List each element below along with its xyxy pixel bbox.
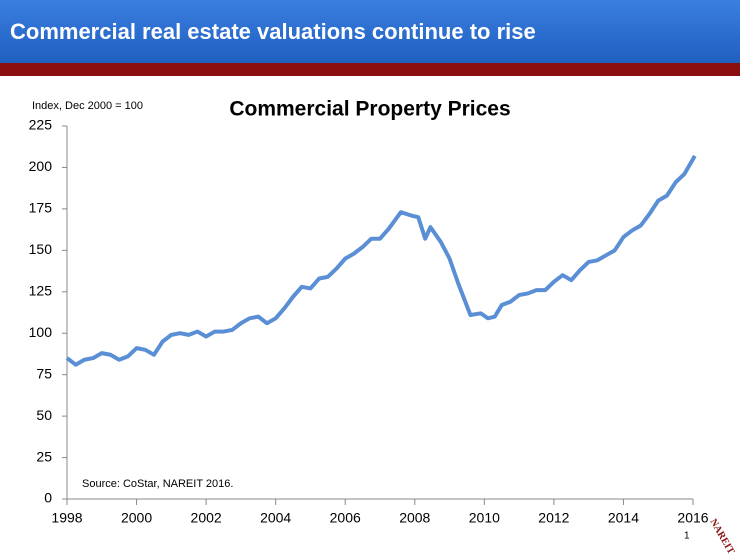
y-tick-label: 0 xyxy=(44,490,52,506)
x-tick-label: 2012 xyxy=(538,510,569,526)
series-line xyxy=(65,154,697,367)
y-tick-label: 25 xyxy=(36,448,52,464)
x-tick-label: 2006 xyxy=(330,510,361,526)
source-note: Source: CoStar, NAREIT 2016. xyxy=(82,478,233,490)
page-number: 1 xyxy=(684,531,690,542)
slide-title: Commercial real estate valuations contin… xyxy=(10,19,536,44)
x-tick-label: 2002 xyxy=(191,510,222,526)
x-tick-label: 2004 xyxy=(260,510,291,526)
x-tick-label: 2000 xyxy=(121,510,152,526)
chart-title: Commercial Property Prices xyxy=(229,98,510,121)
header-strip xyxy=(0,63,740,76)
y-tick-label: 50 xyxy=(36,407,52,423)
y-tick-label: 75 xyxy=(36,365,52,381)
x-tick-label: 2014 xyxy=(608,510,639,526)
y-tick-label: 200 xyxy=(29,158,53,174)
y-tick-label: 150 xyxy=(29,241,53,257)
x-tick-label: 2010 xyxy=(469,510,500,526)
header-bar xyxy=(0,0,740,63)
x-tick-label: 2008 xyxy=(399,510,430,526)
y-tick-label: 125 xyxy=(29,282,53,298)
x-tick-label: 1998 xyxy=(51,510,82,526)
y-tick-label: 175 xyxy=(29,200,53,216)
y-axis-label: Index, Dec 2000 = 100 xyxy=(32,100,143,112)
y-tick-label: 225 xyxy=(29,117,53,133)
y-tick-label: 100 xyxy=(29,324,53,340)
logo: NAREIT xyxy=(707,517,736,555)
x-tick-label: 2016 xyxy=(677,510,708,526)
